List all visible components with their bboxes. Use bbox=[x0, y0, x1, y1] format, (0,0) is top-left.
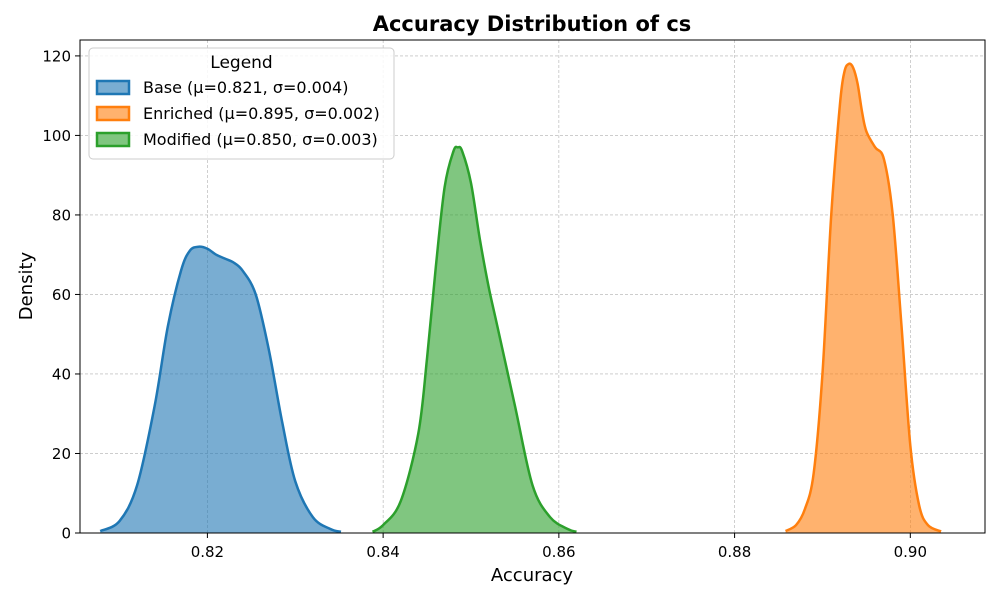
series-line-2 bbox=[371, 145, 577, 534]
legend-title: Legend bbox=[210, 53, 272, 73]
y-tick-label: 120 bbox=[42, 47, 71, 65]
legend-swatch-2 bbox=[95, 131, 131, 148]
y-tick-label: 20 bbox=[52, 445, 71, 463]
y-tick-label: 60 bbox=[52, 286, 71, 304]
x-tick-label: 0.82 bbox=[191, 543, 224, 561]
series-area-1 bbox=[785, 63, 942, 533]
legend: Legend Base (μ=0.821, σ=0.004) Enriched (… bbox=[88, 47, 395, 160]
x-tick-label: 0.84 bbox=[366, 543, 399, 561]
plot-frame bbox=[79, 39, 986, 534]
plot-areas bbox=[99, 62, 942, 534]
legend-box bbox=[88, 47, 395, 160]
axes: 0.82 0.84 0.86 0.88 0.90 0 20 40 60 80 100 120 bbox=[42, 39, 986, 561]
x-tick-label: 0.90 bbox=[894, 543, 927, 561]
x-tick-label: 0.86 bbox=[542, 543, 575, 561]
x-tick-label: 0.88 bbox=[718, 543, 751, 561]
legend-label-2: Modified (μ=0.850, σ=0.003) bbox=[143, 130, 378, 149]
legend-swatch-0 bbox=[95, 79, 131, 96]
series-line-0 bbox=[99, 245, 342, 534]
x-axis-label: Accuracy bbox=[491, 565, 574, 586]
series-line-1 bbox=[784, 62, 942, 533]
legend-label-0: Base (μ=0.821, σ=0.004) bbox=[143, 78, 348, 97]
series-area-2 bbox=[372, 146, 577, 533]
legend-label-1: Enriched (μ=0.895, σ=0.002) bbox=[143, 104, 380, 123]
legend-swatch-1 bbox=[95, 105, 131, 122]
y-tick-label: 80 bbox=[52, 206, 71, 224]
series-area-0 bbox=[100, 246, 341, 533]
chart-title: Accuracy Distribution of cs bbox=[373, 12, 692, 36]
y-axis-label: Density bbox=[16, 251, 37, 320]
y-tick-label: 40 bbox=[52, 365, 71, 383]
y-tick-label: 100 bbox=[42, 127, 71, 145]
y-tick-label: 0 bbox=[61, 525, 71, 543]
